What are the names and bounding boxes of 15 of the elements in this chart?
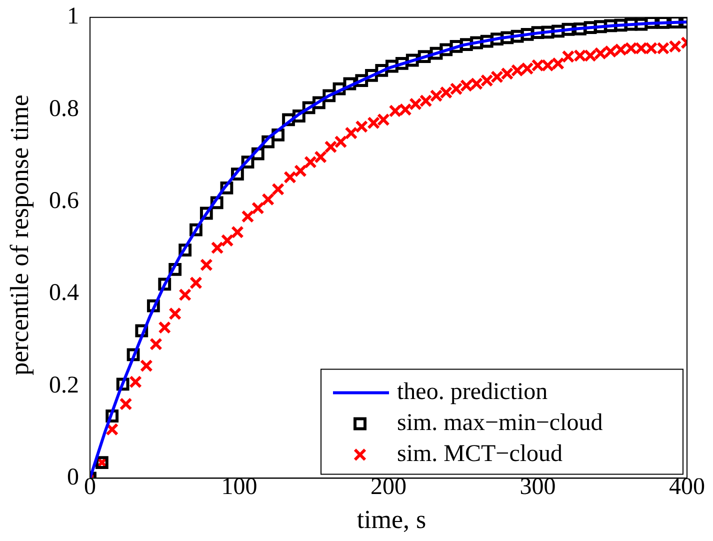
y-tick-label: 0.8 xyxy=(49,96,79,122)
legend-label: sim. max−min−cloud xyxy=(397,410,603,436)
legend-label: sim. MCT−cloud xyxy=(397,440,563,467)
y-tick-label: 0.6 xyxy=(49,188,79,214)
legend-label: theo. prediction xyxy=(397,378,548,405)
x-tick-label: 0 xyxy=(84,474,96,500)
x-tick-label: 200 xyxy=(370,474,406,500)
x-tick-label: 400 xyxy=(669,474,705,500)
x-tick-label: 300 xyxy=(520,474,556,500)
y-tick-label: 0.4 xyxy=(49,280,79,306)
y-axis-title: percentile of response time xyxy=(5,94,35,378)
x-axis-title: time, s xyxy=(356,505,428,535)
x-tick-label: 100 xyxy=(221,474,258,500)
y-tick-label: 1 xyxy=(67,4,79,30)
y-tick-label: 0.2 xyxy=(49,372,79,398)
